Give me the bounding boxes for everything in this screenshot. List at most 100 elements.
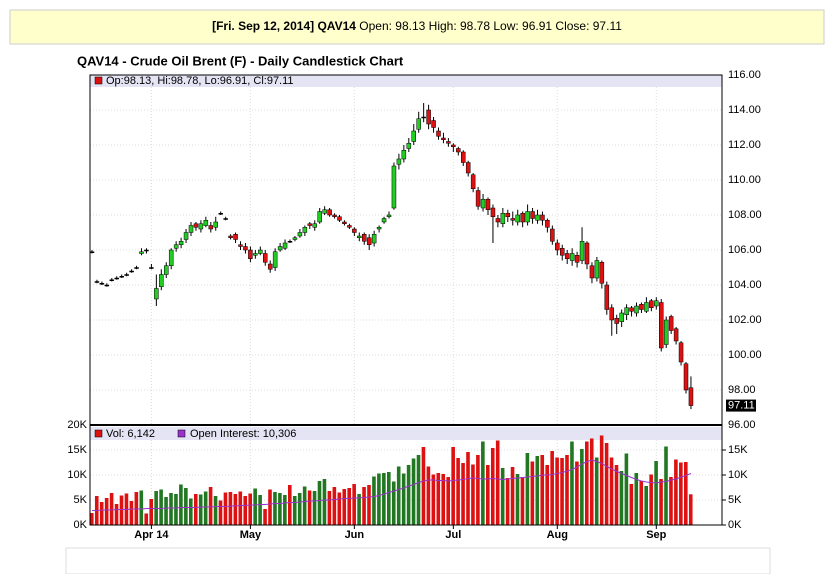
candle-body <box>411 130 416 142</box>
y-tick-label: 96.00 <box>728 419 756 431</box>
candle-body <box>357 235 362 238</box>
volume-bar <box>421 447 426 525</box>
candle-body <box>134 267 139 269</box>
volume-bar <box>114 504 119 525</box>
candle-body <box>292 237 298 240</box>
candle-body <box>104 284 110 287</box>
candle-body <box>183 232 189 240</box>
volume-bar <box>322 479 327 525</box>
candle-body <box>659 302 664 349</box>
volume-bar <box>461 463 465 525</box>
candle-body <box>178 241 184 245</box>
candle-body <box>223 218 228 220</box>
volume-bar <box>387 472 391 525</box>
candle-body <box>352 228 357 233</box>
candle-body <box>431 120 436 128</box>
volume-bar <box>609 457 614 525</box>
last-price-box <box>726 399 756 412</box>
volume-bar <box>307 490 312 525</box>
volume-bar <box>679 462 683 525</box>
candle-body <box>550 228 555 242</box>
candle-body <box>164 265 169 275</box>
candle-body <box>564 253 570 259</box>
volume-bar <box>218 500 223 525</box>
candle-body <box>149 267 154 269</box>
volume-bar <box>99 502 104 525</box>
volume-bar <box>139 490 144 525</box>
volume-bar <box>599 435 604 525</box>
volume-bar <box>644 486 648 525</box>
y-tick-label: 110.00 <box>728 174 761 186</box>
candle-body <box>287 241 293 243</box>
candle-body <box>168 249 174 266</box>
candle-body <box>446 141 451 144</box>
candle-body <box>312 223 317 228</box>
volume-bar <box>129 501 134 525</box>
y-tick-label: 98.00 <box>728 384 756 396</box>
candle-body <box>198 223 204 230</box>
volume-bar <box>233 494 238 525</box>
volume-bar <box>550 451 554 525</box>
volume-bar <box>535 456 540 525</box>
candle-body <box>218 213 223 215</box>
vol-tick-label: 0K <box>74 519 88 531</box>
candle-body <box>609 307 614 321</box>
volume-bar <box>372 476 376 525</box>
candle-body <box>109 279 115 281</box>
vol-tick-label: 15K <box>67 444 87 456</box>
volume-bar <box>297 493 302 525</box>
candle-body <box>233 234 238 240</box>
volume-bar <box>674 459 678 525</box>
candle-body <box>604 284 610 310</box>
volume-bar <box>466 452 470 525</box>
volume-bar <box>213 496 218 525</box>
candle-body <box>594 260 600 279</box>
candle-body <box>272 251 278 268</box>
volume-bar <box>104 498 109 525</box>
candle-body <box>579 241 585 261</box>
candle-body <box>545 220 550 228</box>
footer-frame <box>65 547 771 575</box>
volume-bar <box>193 494 198 525</box>
volume-bar <box>560 458 564 525</box>
candle-body <box>619 312 624 322</box>
candle-body <box>248 249 253 259</box>
volume-bar <box>456 458 460 525</box>
candle-body <box>451 144 456 147</box>
candle-body <box>94 281 100 283</box>
volume-bar <box>198 494 203 525</box>
candle-body <box>495 218 501 223</box>
volume-bar <box>589 438 594 525</box>
candle-body <box>535 214 540 221</box>
candle-body <box>505 213 511 217</box>
volume-bar <box>332 487 337 525</box>
x-tick-label: Jul <box>445 529 461 541</box>
candle-body <box>327 209 332 216</box>
candle-body <box>188 225 194 233</box>
candle-body <box>258 249 263 254</box>
volume-bar <box>367 485 371 525</box>
candle-body <box>114 277 119 280</box>
y-tick-label: 112.00 <box>728 139 761 151</box>
vol-tick-label: 20K <box>67 419 87 431</box>
volume-bar <box>228 492 233 525</box>
volume-bar <box>471 464 475 525</box>
candle-body <box>297 232 303 237</box>
candle-body <box>282 242 288 249</box>
legend-swatch <box>177 429 186 438</box>
volume-bar <box>109 493 114 525</box>
candle-body <box>342 221 347 224</box>
candle-body <box>263 253 268 263</box>
candle-body <box>337 216 342 221</box>
volume-bar <box>426 466 431 525</box>
legend-swatch <box>94 429 103 438</box>
y-tick-label: 116.00 <box>728 69 761 81</box>
volume-bar <box>302 486 307 525</box>
candle-body <box>683 363 689 391</box>
volume-bar <box>570 441 574 525</box>
candle-body <box>144 249 149 252</box>
y2-tick-label: 15K <box>728 444 748 456</box>
candle-body <box>644 302 649 312</box>
candle-body <box>129 270 134 273</box>
volume-bar <box>594 457 599 525</box>
